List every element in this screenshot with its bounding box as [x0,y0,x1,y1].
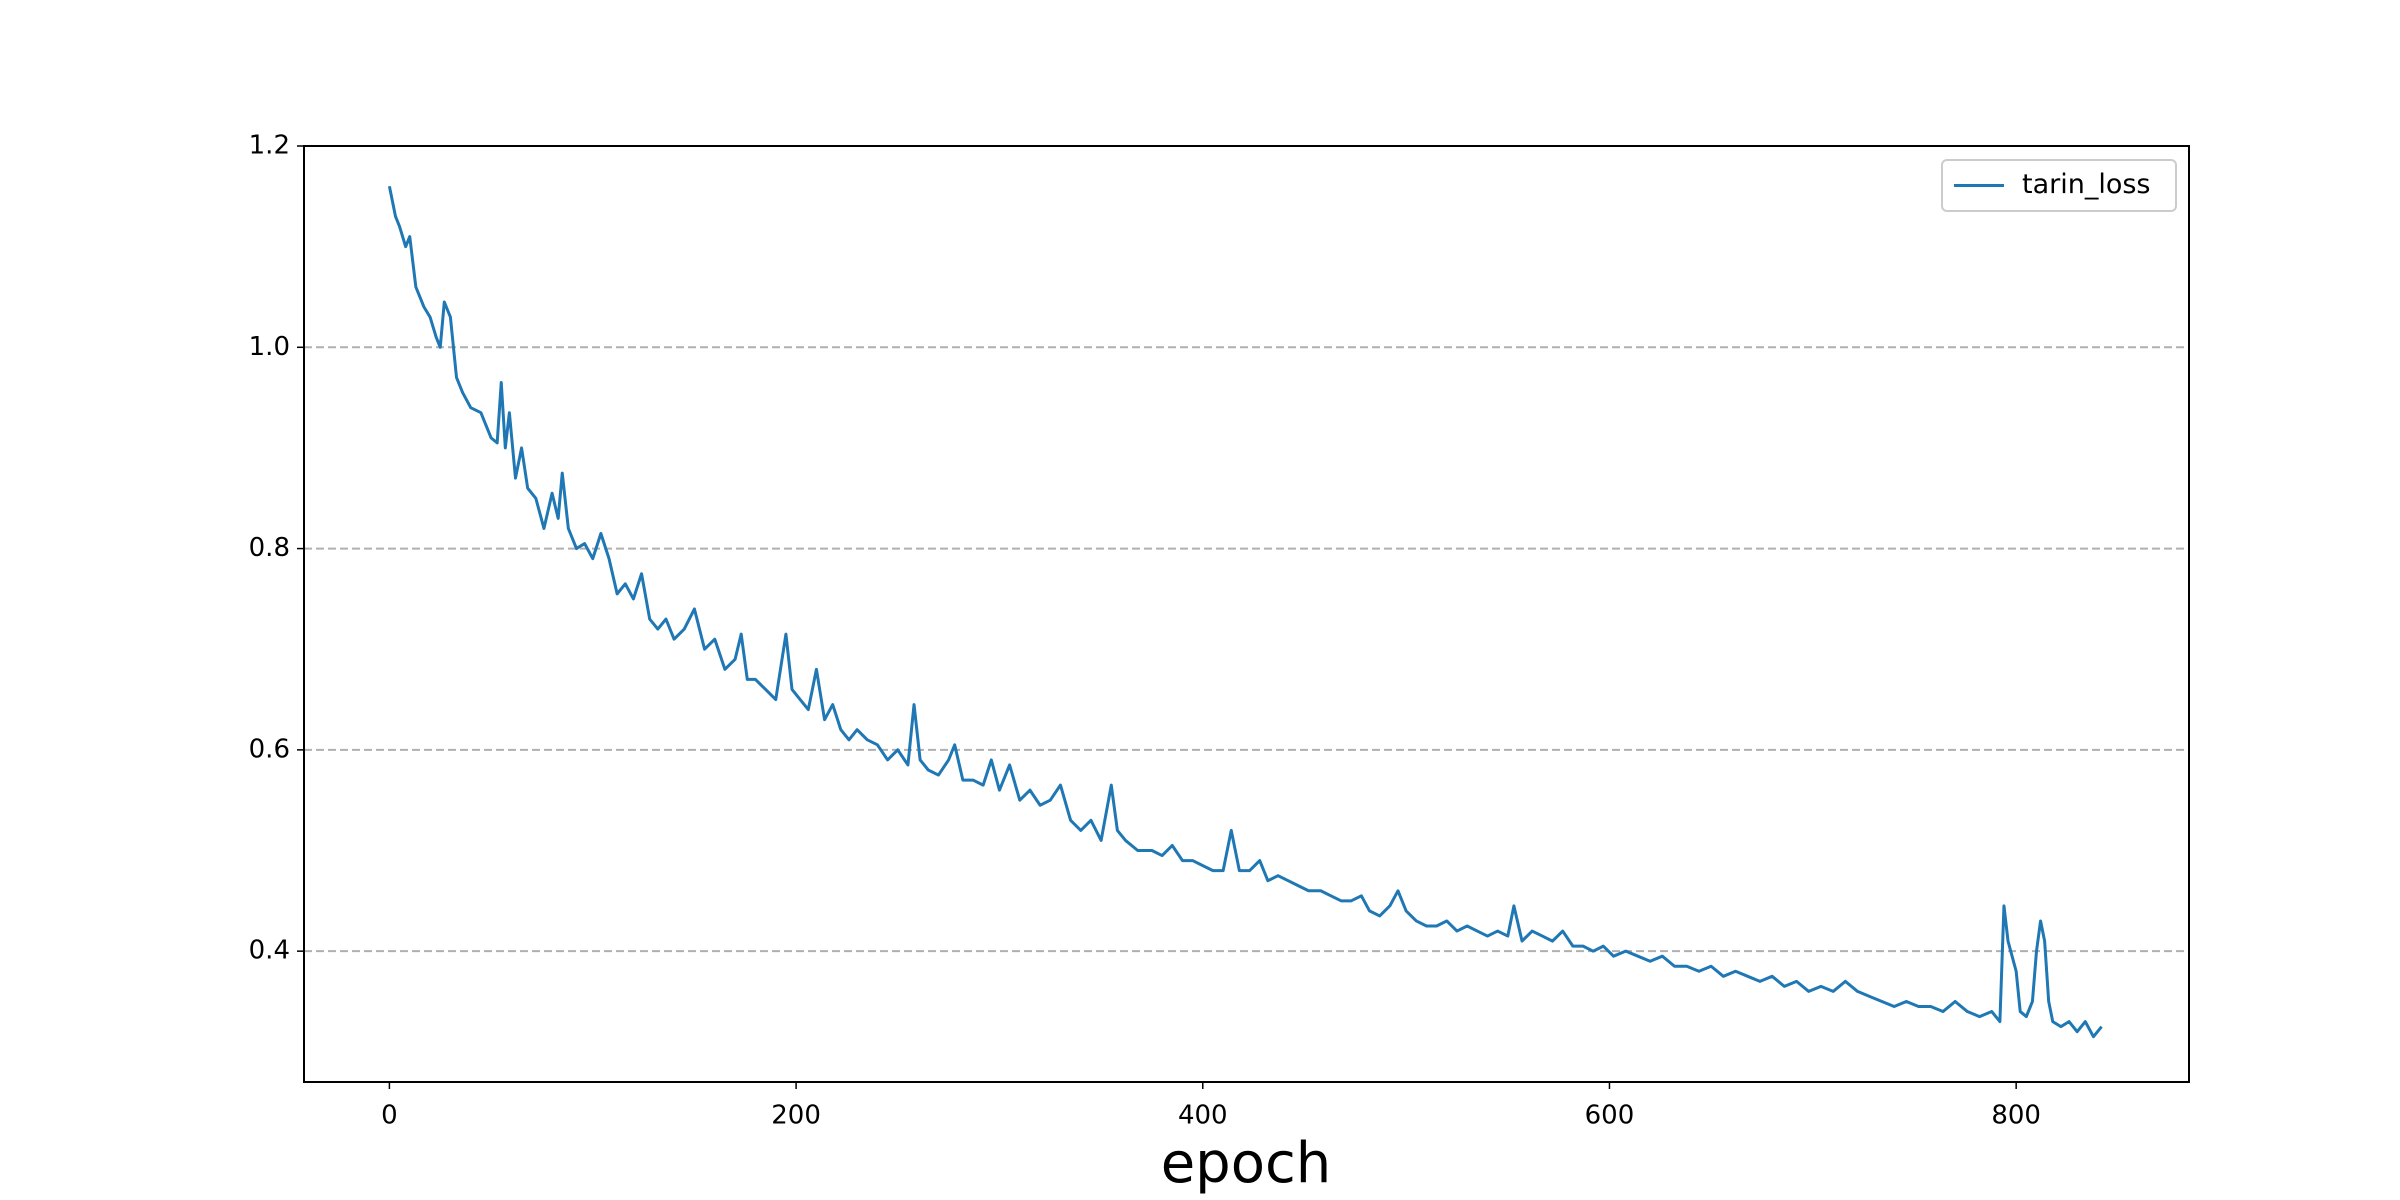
x-tick-label: 400 [1178,1101,1228,1131]
y-tick-label: 1.2 [249,131,290,161]
legend-box [1941,159,2177,212]
legend: tarin_loss [1941,159,2177,212]
x-axis-label: epoch [1161,1131,1332,1196]
plot-frame [303,145,2190,1083]
x-tick-label: 200 [771,1101,821,1131]
y-tick-label: 0.4 [249,936,290,966]
y-tick-label: 1.0 [249,332,290,362]
loss-line [387,185,2103,1039]
x-tick-label: 800 [1991,1101,2041,1131]
y-tick-label: 0.8 [249,533,290,563]
x-tick-label: 600 [1585,1101,1635,1131]
x-tick-label: 0 [381,1101,398,1131]
legend-label: tarin_loss [2022,169,2151,200]
y-tick-label: 0.6 [249,734,290,764]
